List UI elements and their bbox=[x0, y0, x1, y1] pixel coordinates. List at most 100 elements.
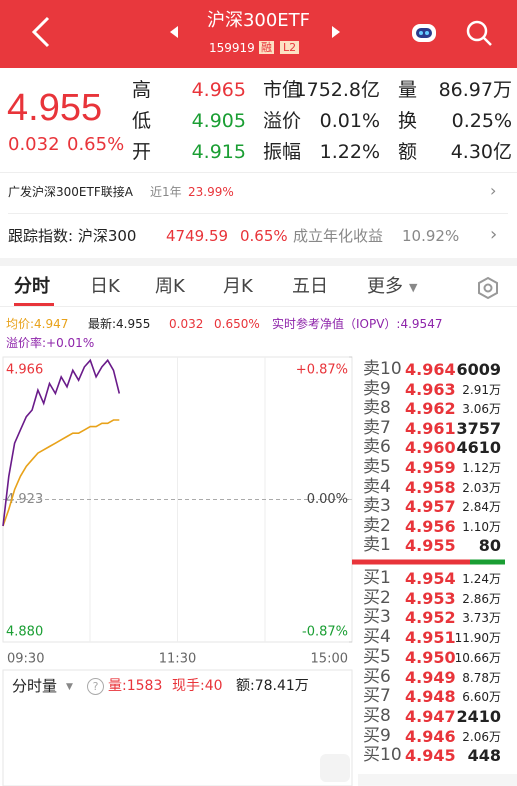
dropdown-arrow: ▼ bbox=[409, 281, 418, 294]
linked-fund-return: 23.99% bbox=[188, 185, 234, 199]
divider bbox=[0, 306, 517, 307]
book-volume: 1.12万 bbox=[462, 461, 501, 475]
back-button[interactable] bbox=[28, 14, 54, 50]
next-stock[interactable] bbox=[330, 24, 342, 40]
book-price: 4.956 bbox=[405, 516, 456, 536]
book-volume: 1.10万 bbox=[462, 519, 501, 534]
y2-tick-label: +0.87% bbox=[296, 363, 348, 378]
book-label: 卖6 bbox=[363, 437, 391, 458]
book-label: 买9 bbox=[363, 725, 391, 746]
book-price: 4.954 bbox=[405, 569, 456, 588]
book-label: 卖5 bbox=[363, 457, 391, 477]
price-change: 0.032 bbox=[8, 134, 60, 155]
tab[interactable]: 分时 bbox=[14, 276, 50, 297]
book-label: 卖10 bbox=[363, 359, 402, 379]
y2-tick-label: 0.00% bbox=[307, 492, 348, 507]
margin-badge: 融 bbox=[259, 41, 274, 54]
x-tick-label: 09:30 bbox=[7, 652, 44, 667]
book-label: 卖1 bbox=[363, 535, 391, 556]
tab[interactable]: 五日 bbox=[292, 276, 328, 297]
latest-change-pct: 0.650% bbox=[214, 317, 260, 331]
volume-value: 量:1583 bbox=[108, 678, 163, 694]
stat-label: 量 bbox=[398, 79, 418, 101]
book-volume: 3757 bbox=[456, 418, 501, 438]
book-price: 4.953 bbox=[405, 588, 456, 608]
book-volume: 6009 bbox=[456, 360, 501, 379]
settings-icon[interactable] bbox=[476, 276, 500, 300]
help-icon[interactable]: ? bbox=[87, 678, 104, 695]
book-price: 4.960 bbox=[405, 438, 456, 458]
linked-fund-period: 近1年 bbox=[150, 185, 182, 199]
book-price: 4.964 bbox=[405, 360, 456, 379]
stat-value: 4.30亿 bbox=[450, 141, 512, 163]
linked-fund-name[interactable]: 广发沪深300ETF联接A bbox=[8, 185, 133, 199]
book-volume: 1.24万 bbox=[462, 572, 501, 586]
book-price: 4.948 bbox=[405, 687, 456, 707]
stat-value: 4.905 bbox=[191, 110, 246, 132]
book-label: 买6 bbox=[363, 666, 391, 687]
stat-value: 1752.8亿 bbox=[294, 79, 380, 101]
book-volume: 2.03万 bbox=[462, 480, 501, 495]
book-price: 4.963 bbox=[405, 379, 456, 399]
book-label: 买10 bbox=[363, 745, 402, 766]
expand-button[interactable] bbox=[320, 754, 350, 782]
index-label[interactable]: 跟踪指数: 沪深300 bbox=[8, 227, 137, 245]
volume-amount: 额:78.41万 bbox=[236, 678, 309, 694]
detail-tab[interactable] bbox=[358, 774, 517, 786]
book-volume: 3.73万 bbox=[462, 611, 501, 626]
book-label: 卖3 bbox=[363, 496, 391, 517]
book-price: 4.949 bbox=[405, 667, 456, 687]
tab[interactable]: 日K bbox=[90, 276, 120, 297]
chevron: › bbox=[490, 181, 497, 200]
y-tick-label: 4.880 bbox=[6, 625, 43, 640]
book-label: 买4 bbox=[363, 627, 391, 648]
iopv: 实时参考净值（IOPV）:4.9547 bbox=[272, 317, 443, 331]
stat-label: 换 bbox=[398, 110, 418, 132]
stat-label: 低 bbox=[132, 110, 152, 132]
book-price: 4.961 bbox=[405, 418, 456, 438]
book-volume: 2.86万 bbox=[462, 591, 501, 606]
book-price: 4.945 bbox=[405, 746, 456, 766]
search-icon[interactable] bbox=[464, 18, 494, 48]
stock-code: 159919 bbox=[209, 41, 255, 55]
avg-price: 均价:4.947 bbox=[6, 317, 69, 331]
book-volume: 6.60万 bbox=[462, 690, 501, 705]
latest-change: 0.032 bbox=[169, 317, 204, 331]
book-volume: 2.91万 bbox=[462, 382, 501, 397]
robot-icon[interactable] bbox=[408, 18, 440, 46]
tab[interactable]: 月K bbox=[223, 276, 253, 297]
latest-price: 最新:4.955 bbox=[88, 317, 151, 331]
stat-value: 4.965 bbox=[191, 79, 246, 101]
book-price: 4.947 bbox=[405, 706, 456, 726]
book-price: 4.959 bbox=[405, 458, 456, 477]
stat-value: 86.97万 bbox=[438, 79, 512, 101]
stat-label: 额 bbox=[398, 141, 418, 163]
book-price: 4.950 bbox=[405, 647, 456, 667]
stat-label: 振幅 bbox=[263, 141, 302, 163]
price-line bbox=[2, 358, 121, 527]
stock-title: 沪深300ETF bbox=[206, 10, 311, 31]
book-price: 4.958 bbox=[405, 477, 456, 497]
tab[interactable]: 更多 bbox=[367, 276, 403, 297]
book-label: 卖4 bbox=[363, 476, 391, 497]
book-volume: 2.06万 bbox=[462, 729, 501, 744]
prev-stock[interactable] bbox=[168, 24, 180, 40]
book-volume: 448 bbox=[467, 746, 501, 766]
divider bbox=[8, 213, 508, 214]
volume-tab[interactable]: 分时量 bbox=[12, 677, 58, 695]
price-line bbox=[2, 419, 120, 527]
stat-label: 高 bbox=[132, 79, 152, 101]
tab-underline bbox=[14, 303, 54, 306]
book-price: 4.957 bbox=[405, 497, 456, 517]
index-change: 0.65% bbox=[240, 227, 288, 245]
last-price: 4.955 bbox=[7, 87, 103, 129]
book-volume: 2410 bbox=[456, 706, 501, 726]
index-value: 4749.59 bbox=[166, 227, 229, 245]
book-label: 卖2 bbox=[363, 515, 391, 536]
section-gap bbox=[0, 258, 517, 266]
book-volume: 8.78万 bbox=[462, 670, 501, 685]
book-volume: 11.90万 bbox=[454, 631, 501, 646]
tab[interactable]: 周K bbox=[155, 276, 185, 297]
